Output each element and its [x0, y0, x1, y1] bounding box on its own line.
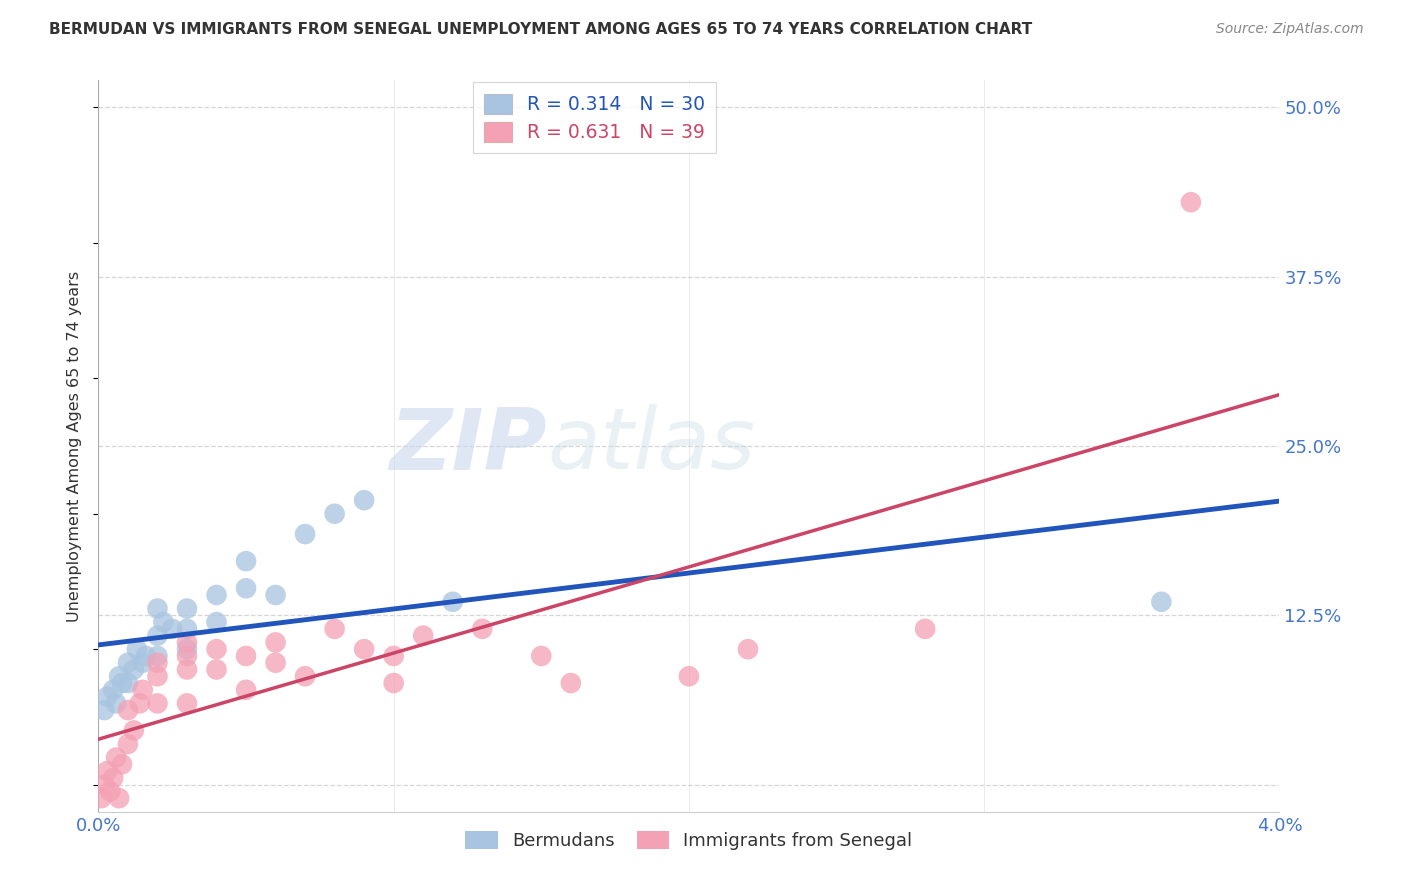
Point — [441, 595, 464, 609]
Point — [132, 656, 155, 670]
Point — [111, 757, 134, 772]
Point — [914, 622, 936, 636]
Point — [132, 682, 155, 697]
Point — [98, 784, 121, 798]
Point — [103, 682, 125, 697]
Point — [135, 648, 157, 663]
Point — [294, 527, 316, 541]
Point — [176, 642, 198, 657]
Point — [264, 588, 287, 602]
Legend: Bermudans, Immigrants from Senegal: Bermudans, Immigrants from Senegal — [458, 823, 920, 857]
Point — [117, 676, 139, 690]
Point — [323, 507, 346, 521]
Point — [176, 635, 198, 649]
Point — [176, 697, 198, 711]
Point — [146, 648, 169, 663]
Point — [117, 656, 139, 670]
Point — [205, 588, 228, 602]
Point — [323, 622, 346, 636]
Point — [353, 493, 375, 508]
Point — [1150, 595, 1173, 609]
Point — [108, 669, 131, 683]
Point — [146, 669, 169, 683]
Point — [235, 648, 257, 663]
Point — [235, 682, 257, 697]
Point — [205, 663, 228, 677]
Point — [737, 642, 759, 657]
Point — [103, 771, 125, 785]
Point — [382, 676, 405, 690]
Point — [111, 676, 134, 690]
Point — [93, 778, 115, 792]
Point — [90, 791, 112, 805]
Point — [96, 764, 118, 778]
Point — [176, 648, 198, 663]
Text: atlas: atlas — [547, 404, 755, 488]
Point — [146, 656, 169, 670]
Point — [146, 697, 169, 711]
Point — [353, 642, 375, 657]
Point — [678, 669, 700, 683]
Point — [235, 581, 257, 595]
Text: BERMUDAN VS IMMIGRANTS FROM SENEGAL UNEMPLOYMENT AMONG AGES 65 TO 74 YEARS CORRE: BERMUDAN VS IMMIGRANTS FROM SENEGAL UNEM… — [49, 22, 1032, 37]
Point — [146, 629, 169, 643]
Point — [294, 669, 316, 683]
Point — [105, 697, 128, 711]
Point — [117, 737, 139, 751]
Point — [176, 622, 198, 636]
Point — [122, 723, 145, 738]
Point — [205, 642, 228, 657]
Point — [235, 554, 257, 568]
Text: ZIP: ZIP — [389, 404, 547, 488]
Text: Source: ZipAtlas.com: Source: ZipAtlas.com — [1216, 22, 1364, 37]
Point — [108, 791, 131, 805]
Point — [105, 750, 128, 764]
Y-axis label: Unemployment Among Ages 65 to 74 years: Unemployment Among Ages 65 to 74 years — [67, 270, 83, 622]
Point — [125, 642, 148, 657]
Point — [1180, 195, 1202, 210]
Point — [264, 656, 287, 670]
Point — [264, 635, 287, 649]
Point — [176, 663, 198, 677]
Point — [560, 676, 582, 690]
Point — [152, 615, 174, 629]
Point — [176, 601, 198, 615]
Point — [93, 703, 115, 717]
Point — [117, 703, 139, 717]
Point — [412, 629, 434, 643]
Point — [128, 697, 150, 711]
Point — [146, 601, 169, 615]
Point — [530, 648, 553, 663]
Point — [96, 690, 118, 704]
Point — [162, 622, 183, 636]
Point — [205, 615, 228, 629]
Point — [382, 648, 405, 663]
Point — [471, 622, 494, 636]
Point — [122, 663, 145, 677]
